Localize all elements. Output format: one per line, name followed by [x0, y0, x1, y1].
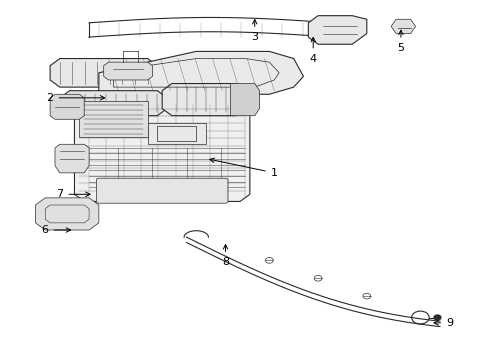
Text: 4: 4	[310, 37, 317, 64]
Text: 6: 6	[42, 225, 71, 235]
Polygon shape	[99, 51, 303, 94]
Polygon shape	[104, 62, 152, 80]
Polygon shape	[308, 16, 367, 44]
Polygon shape	[147, 123, 206, 144]
Polygon shape	[74, 102, 250, 202]
Circle shape	[434, 315, 441, 320]
Text: 7: 7	[56, 189, 90, 199]
Polygon shape	[35, 198, 99, 230]
Text: 1: 1	[210, 158, 278, 178]
Text: 3: 3	[251, 19, 258, 42]
Polygon shape	[55, 144, 89, 173]
Polygon shape	[79, 102, 147, 137]
Polygon shape	[391, 19, 416, 33]
Polygon shape	[50, 94, 84, 119]
FancyBboxPatch shape	[97, 178, 228, 203]
Text: 8: 8	[222, 244, 229, 267]
Polygon shape	[162, 84, 245, 116]
Text: 2: 2	[47, 93, 105, 103]
Polygon shape	[230, 84, 260, 116]
Text: 9: 9	[434, 318, 453, 328]
Text: 5: 5	[397, 30, 404, 53]
Polygon shape	[60, 91, 167, 116]
Polygon shape	[50, 59, 157, 87]
